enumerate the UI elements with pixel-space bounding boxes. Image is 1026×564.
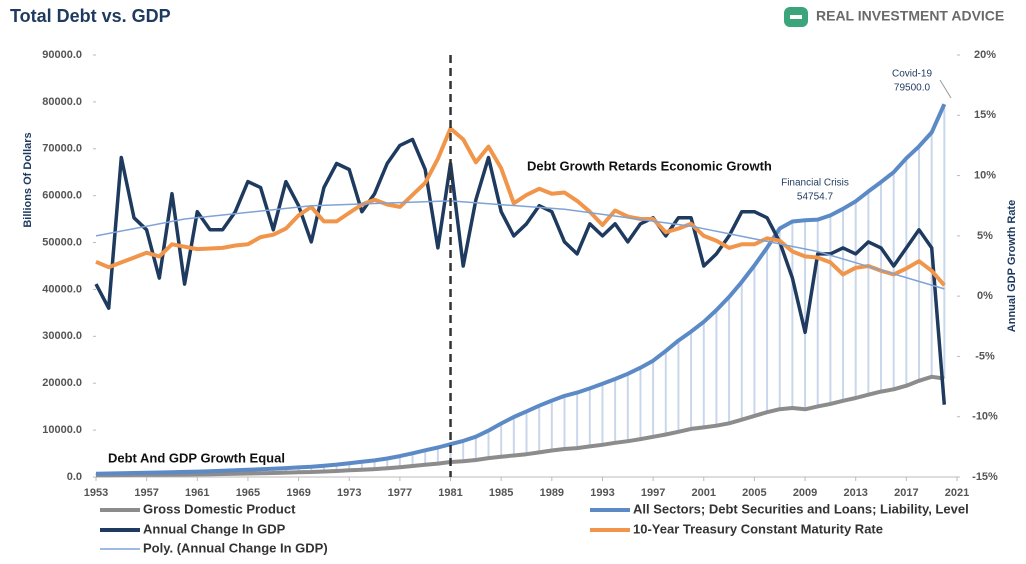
y2-tick-label: -15%: [972, 471, 998, 483]
x-tick-label: 2005: [742, 487, 766, 499]
x-tick-label: 1973: [337, 487, 361, 499]
x-tick-label: 2017: [894, 487, 918, 499]
series-line: [94, 137, 947, 405]
x-tick-label: 1961: [185, 487, 209, 499]
x-tick-label: 2013: [843, 487, 867, 499]
x-tick-label: 1993: [590, 487, 614, 499]
chart-title: Total Debt vs. GDP: [10, 6, 171, 26]
logo-mark: [790, 15, 802, 19]
y-tick-label: 70000.0: [42, 143, 82, 155]
annotation: Debt And GDP Growth Equal: [108, 450, 285, 465]
y2-tick-label: 20%: [974, 49, 996, 61]
x-tick-label: 2009: [793, 487, 817, 499]
x-tick-label: 1985: [489, 487, 513, 499]
value-label: 79500.0: [894, 83, 931, 94]
legend-label: 10-Year Treasury Constant Maturity Rate: [633, 521, 883, 536]
legend-label: Gross Domestic Product: [143, 501, 296, 516]
y-tick-label: 20000.0: [42, 377, 82, 389]
y-tick-label: 60000.0: [42, 190, 82, 202]
x-tick-label: 1977: [388, 487, 412, 499]
y-tick-label: 10000.0: [42, 424, 82, 436]
series-line: [95, 103, 947, 476]
legend-label: Poly. (Annual Change In GDP): [143, 540, 328, 555]
y2-tick-label: -5%: [975, 350, 995, 362]
y2-tick-label: 0%: [977, 290, 993, 302]
y-tick-label: 40000.0: [42, 283, 82, 295]
y2-axis-label: Annual GDP Growth Rate: [1006, 200, 1018, 332]
y-tick-label: 0.0: [67, 471, 82, 483]
annotation-leader: [939, 79, 952, 99]
y-tick-label: 30000.0: [42, 330, 82, 342]
y-tick-label: 80000.0: [42, 96, 82, 108]
x-tick-label: 1957: [134, 487, 158, 499]
annotation: Covid-19: [892, 69, 932, 80]
series-line: [95, 200, 945, 290]
legend-label: All Sectors; Debt Securities and Loans; …: [633, 501, 969, 516]
y-axis-label: Billions Of Dollars: [22, 132, 34, 227]
y2-tick-label: 10%: [974, 169, 996, 181]
series-line: [96, 374, 945, 478]
x-tick-label: 1969: [286, 487, 310, 499]
y2-tick-label: 15%: [974, 109, 996, 121]
annotation: Debt Growth Retards Economic Growth: [527, 158, 772, 173]
annotation: Financial Crisis: [781, 178, 849, 189]
x-tick-label: 2001: [692, 487, 716, 499]
x-tick-label: 1953: [84, 487, 108, 499]
y-tick-label: 90000.0: [42, 49, 82, 61]
x-tick-label: 1981: [438, 487, 462, 499]
y2-tick-label: -10%: [972, 411, 998, 423]
value-label: 54754.7: [797, 192, 834, 203]
y-tick-label: 50000.0: [42, 236, 82, 248]
y2-tick-label: 5%: [977, 230, 993, 242]
x-tick-label: 1997: [641, 487, 665, 499]
legend-label: Annual Change In GDP: [143, 521, 286, 536]
brand: REAL INVESTMENT ADVICE: [816, 8, 1004, 24]
x-tick-label: 1965: [236, 487, 260, 499]
x-tick-label: 2021: [945, 487, 969, 499]
x-tick-label: 1989: [540, 487, 564, 499]
series-line: [95, 126, 946, 287]
